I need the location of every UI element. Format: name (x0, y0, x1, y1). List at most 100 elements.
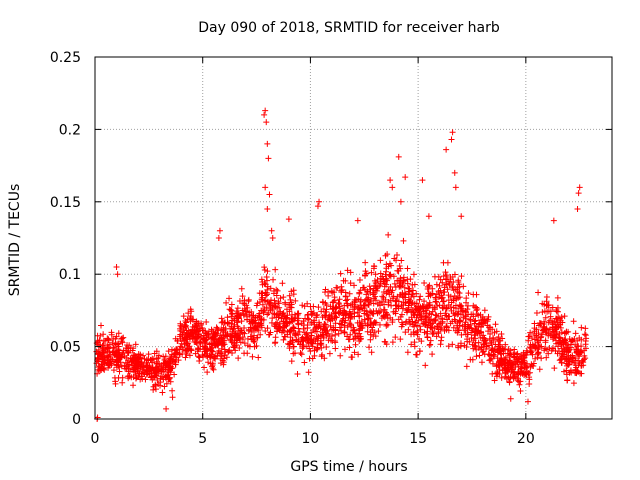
data-point (413, 351, 420, 358)
data-point (390, 293, 397, 300)
data-point (473, 353, 480, 360)
data-point (499, 335, 506, 342)
data-point (554, 350, 561, 357)
data-point (378, 298, 385, 305)
data-point (187, 318, 194, 325)
data-point (342, 317, 349, 324)
data-point (321, 320, 328, 327)
data-point (300, 325, 307, 332)
data-point (511, 372, 518, 379)
data-point (227, 306, 234, 313)
data-point (265, 310, 272, 317)
data-point (346, 344, 353, 351)
data-point (531, 325, 538, 332)
data-point (108, 329, 115, 336)
data-point (473, 291, 480, 298)
data-point (156, 360, 163, 367)
data-point (231, 317, 238, 324)
data-point (400, 299, 407, 306)
data-point (234, 319, 241, 326)
data-point (315, 304, 322, 311)
data-point (241, 300, 248, 307)
data-point (517, 363, 524, 370)
data-point (310, 303, 317, 310)
data-point (561, 346, 568, 353)
data-point (314, 335, 321, 342)
data-point (130, 357, 137, 364)
data-point (431, 325, 438, 332)
data-point (382, 296, 389, 303)
data-point (455, 344, 462, 351)
data-point (304, 311, 311, 318)
data-point (351, 349, 358, 356)
data-point (271, 340, 278, 347)
data-point (257, 331, 264, 338)
data-point (506, 379, 513, 386)
data-point (448, 307, 455, 314)
data-point (248, 308, 255, 315)
data-point (132, 341, 139, 348)
data-point (347, 315, 354, 322)
data-point (369, 324, 376, 331)
data-point (226, 306, 233, 313)
data-point (471, 318, 478, 325)
data-point (533, 309, 540, 316)
x-tick-label: 15 (409, 431, 427, 447)
data-point (534, 351, 541, 358)
data-point (578, 362, 585, 369)
data-point (438, 294, 445, 301)
data-point (523, 349, 530, 356)
data-point (416, 348, 423, 355)
data-point (397, 198, 404, 205)
data-point (195, 353, 202, 360)
data-point (515, 371, 522, 378)
data-point (104, 357, 111, 364)
data-point (338, 287, 345, 294)
data-point (245, 298, 252, 305)
data-point (367, 297, 374, 304)
data-point (223, 299, 230, 306)
data-point (364, 296, 371, 303)
data-point (220, 324, 227, 331)
data-point (404, 307, 411, 314)
data-point (237, 339, 244, 346)
y-tick-label: 0 (72, 412, 81, 428)
data-point (387, 271, 394, 278)
data-point (381, 306, 388, 313)
data-point (336, 300, 343, 307)
data-point (169, 387, 176, 394)
data-point (381, 314, 388, 321)
data-point (238, 318, 245, 325)
data-point (406, 316, 413, 323)
data-point (157, 366, 164, 373)
data-point (488, 355, 495, 362)
data-point (409, 281, 416, 288)
data-point (288, 318, 295, 325)
data-point (286, 292, 293, 299)
data-point (205, 359, 212, 366)
data-point (521, 352, 528, 359)
data-point (371, 319, 378, 326)
data-point (485, 351, 492, 358)
data-point (96, 363, 103, 370)
data-point (214, 350, 221, 357)
data-point (198, 321, 205, 328)
data-point (264, 268, 271, 275)
data-point (298, 351, 305, 358)
data-point (280, 318, 287, 325)
data-point (556, 334, 563, 341)
data-point (425, 302, 432, 309)
data-point (398, 311, 405, 318)
data-point (204, 369, 211, 376)
data-point (97, 353, 104, 360)
data-point (535, 322, 542, 329)
data-point (316, 198, 323, 205)
data-point (250, 312, 257, 319)
data-point (502, 346, 509, 353)
data-point (186, 343, 193, 350)
data-point (534, 339, 541, 346)
data-point (163, 380, 170, 387)
data-point (576, 184, 583, 191)
data-point (338, 327, 345, 334)
data-point (336, 303, 343, 310)
